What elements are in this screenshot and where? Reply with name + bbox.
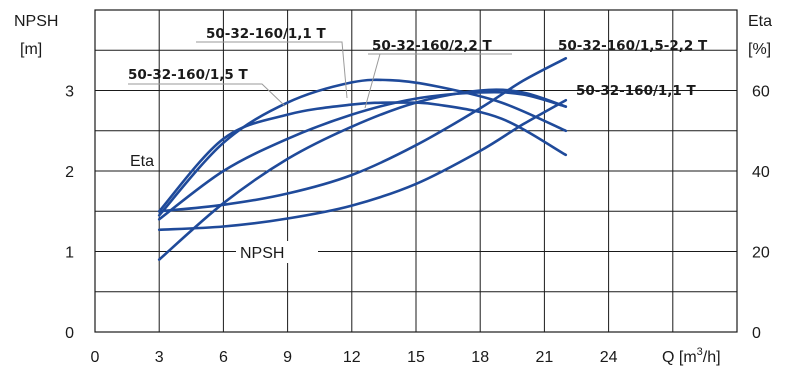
series-label-2-2-t: 50-32-160/2,2 T (372, 38, 493, 54)
x-tick-label: 3 (155, 349, 164, 366)
left-axis-label-line1: NPSH (14, 13, 58, 30)
eta-curve-s5 (157, 88, 568, 261)
eta-curve-s4 (157, 78, 568, 217)
left-tick-label: 2 (65, 164, 74, 181)
eta-group-label: Eta (130, 153, 154, 170)
npsh-curve-s5 (157, 98, 568, 232)
series-label-leader-3 (128, 83, 286, 107)
x-tick-label: 6 (219, 349, 228, 366)
right-tick-label: 20 (752, 245, 770, 262)
x-tick-label: 18 (471, 349, 489, 366)
plot-frame (94, 9, 738, 333)
series-label-1-5-2-2-t: 50-32-160/1,5-2,2 T (558, 38, 708, 54)
series-label-leader-1 (196, 41, 348, 99)
npsh-group-label: NPSH (240, 245, 284, 262)
eta-curve-s1 (157, 101, 568, 213)
eta-curve-s2 (157, 90, 568, 221)
left-tick-label: 0 (65, 325, 74, 342)
x-tick-label: 24 (600, 349, 618, 366)
x-axis-label-prefix: Q [m (662, 349, 697, 366)
x-tick-label: 9 (283, 349, 292, 366)
curves (157, 57, 568, 261)
left-tick-label: 1 (65, 245, 74, 262)
series-label-1-5-t: 50-32-160/1,5 T (128, 67, 249, 83)
x-tick-label: 12 (343, 349, 361, 366)
right-axis-label-line1: Eta (748, 13, 772, 30)
npsh-curve-s3 (157, 57, 568, 213)
series-label-1-1-t-right: 50-32-160/1,1 T (576, 83, 697, 99)
series-label-1-1-t-top: 50-32-160/1,1 T (206, 26, 327, 42)
grid (95, 10, 737, 332)
right-tick-label: 0 (752, 325, 761, 342)
x-axis-label-suffix: /h] (703, 349, 721, 366)
x-tick-label: 0 (91, 349, 100, 366)
x-tick-label: 15 (407, 349, 425, 366)
right-tick-label: 60 (752, 84, 770, 101)
left-tick-label: 3 (65, 84, 74, 101)
series-label-leader-2 (364, 53, 512, 109)
x-axis-label: Q [m3/h] (662, 346, 721, 366)
right-tick-label: 40 (752, 164, 770, 181)
label-leaders (128, 41, 512, 109)
x-tick-label: 21 (536, 349, 554, 366)
left-axis-label-line2: [m] (20, 41, 42, 58)
npsh-label-backdrop (236, 241, 318, 263)
right-axis-label-line2: [%] (748, 41, 771, 58)
x-axis-label-sup: 3 (697, 346, 703, 358)
